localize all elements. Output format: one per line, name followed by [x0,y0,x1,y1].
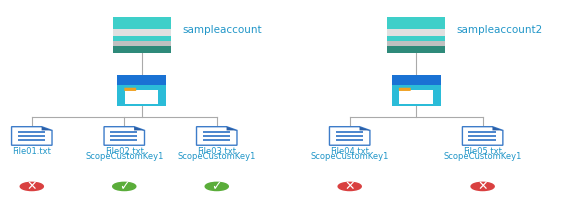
FancyBboxPatch shape [387,29,445,36]
Polygon shape [42,127,52,130]
Text: ✕: ✕ [344,180,355,193]
Text: ✕: ✕ [477,180,488,193]
Polygon shape [227,127,237,130]
Text: ✓: ✓ [212,180,222,193]
Polygon shape [492,127,503,130]
Polygon shape [104,127,144,145]
Text: ScopeCustomKey1: ScopeCustomKey1 [85,152,164,161]
Text: ScopeCustomKey1: ScopeCustomKey1 [443,152,522,161]
Polygon shape [134,127,144,130]
Text: ✕: ✕ [27,180,37,193]
FancyBboxPatch shape [399,88,411,91]
Circle shape [113,182,136,191]
Polygon shape [12,127,52,145]
FancyBboxPatch shape [392,75,440,85]
Text: ScopeCustomKey1: ScopeCustomKey1 [310,152,389,161]
FancyBboxPatch shape [113,36,171,41]
FancyBboxPatch shape [113,18,171,29]
FancyBboxPatch shape [387,18,445,29]
Text: File02.txt: File02.txt [105,147,144,156]
Text: ✓: ✓ [119,180,129,193]
FancyBboxPatch shape [387,41,445,47]
Polygon shape [329,127,370,145]
Polygon shape [360,127,370,130]
FancyBboxPatch shape [113,47,171,53]
FancyBboxPatch shape [124,88,136,91]
Text: sampleaccount: sampleaccount [182,25,262,35]
FancyBboxPatch shape [125,90,158,104]
Text: File03.txt: File03.txt [197,147,236,156]
Circle shape [471,182,494,191]
Polygon shape [462,127,503,145]
FancyBboxPatch shape [113,41,171,47]
Text: ScopeCustomKey1: ScopeCustomKey1 [177,152,256,161]
FancyBboxPatch shape [399,90,433,104]
FancyBboxPatch shape [117,85,166,106]
FancyBboxPatch shape [387,36,445,41]
FancyBboxPatch shape [117,75,166,85]
Circle shape [20,182,43,191]
FancyBboxPatch shape [392,85,440,106]
FancyBboxPatch shape [113,29,171,36]
FancyBboxPatch shape [387,47,445,53]
Text: sampleaccount2: sampleaccount2 [457,25,543,35]
Text: File04.txt: File04.txt [330,147,369,156]
Text: File01.txt: File01.txt [12,147,51,156]
Text: File05.txt: File05.txt [463,147,502,156]
Polygon shape [197,127,237,145]
Circle shape [205,182,228,191]
Circle shape [338,182,361,191]
